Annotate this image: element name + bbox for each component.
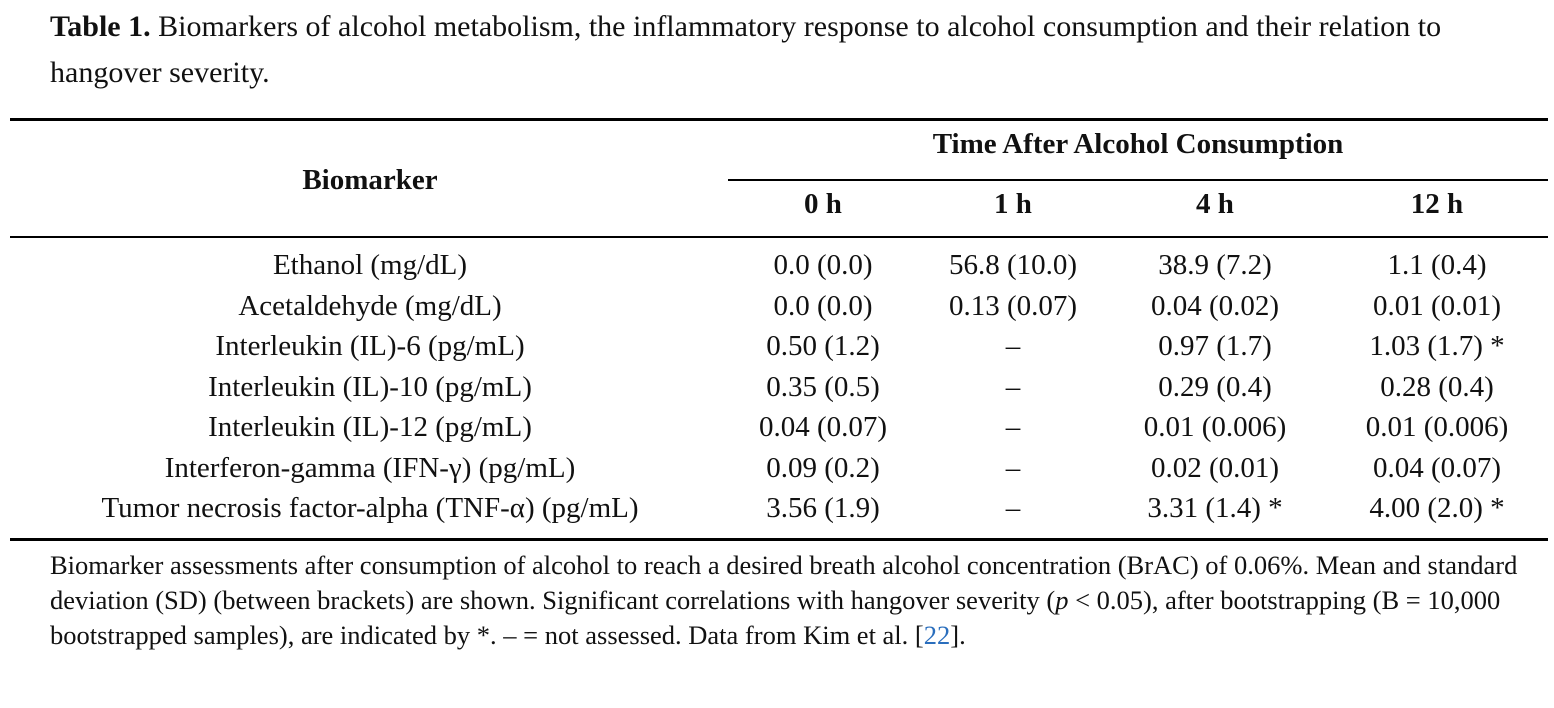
top-rule xyxy=(10,118,1548,121)
table-label: Table 1. xyxy=(50,10,151,43)
header-time-4h: 4 h xyxy=(1196,188,1234,220)
bottom-rule xyxy=(10,538,1548,541)
biomarker-cell: Interleukin (IL)-6 (pg/mL) xyxy=(215,330,525,362)
biomarker-cell: Interleukin (IL)-12 (pg/mL) xyxy=(208,411,532,443)
value-cell-4h: 38.9 (7.2) xyxy=(1158,249,1272,281)
table-caption: Table 1. Biomarkers of alcohol metabolis… xyxy=(50,4,1520,96)
value-cell-12h: 0.01 (0.006) xyxy=(1365,411,1509,443)
biomarker-cell: Interleukin (IL)-10 (pg/mL) xyxy=(208,370,532,403)
value-cell-4h: 0.29 (0.4) xyxy=(1158,370,1272,403)
value-cell-0h: 0.0 (0.0) xyxy=(773,289,873,322)
value-cell-12h: 0.01 (0.01) xyxy=(1372,289,1502,322)
value-cell-4h: 0.97 (1.7) xyxy=(1158,330,1272,362)
header-time-span: Time After Alcohol Consumption xyxy=(932,128,1344,160)
citation-link[interactable]: 22 xyxy=(923,620,951,650)
value-cell-1h: 0.13 (0.07) xyxy=(948,289,1078,322)
caption-text: Biomarkers of alcohol metabolism, the in… xyxy=(50,10,1442,89)
table-row: Interleukin (IL)-10 (pg/mL) 0.35 (0.5) –… xyxy=(0,367,1554,408)
header-rule xyxy=(10,236,1548,238)
value-cell-0h: 0.50 (1.2) xyxy=(766,330,880,362)
table-row: Tumor necrosis factor-alpha (TNF-α) (pg/… xyxy=(0,488,1554,529)
biomarker-cell: Ethanol (mg/dL) xyxy=(272,249,468,281)
table-row: Interleukin (IL)-6 (pg/mL) 0.50 (1.2) – … xyxy=(0,326,1554,367)
value-cell-0h: 0.0 (0.0) xyxy=(773,249,873,281)
value-cell-0h: 0.09 (0.2) xyxy=(766,451,880,484)
footnote-text-cont: < 0.05), after bootstrapping (B = 10,000… xyxy=(50,585,1501,650)
header-biomarker: Biomarker xyxy=(302,164,438,196)
value-cell-1h: – xyxy=(1005,370,1021,403)
table-footnote: Biomarker assessments after consumption … xyxy=(50,548,1520,653)
value-cell-0h: 3.56 (1.9) xyxy=(766,492,880,524)
p-value-symbol: p xyxy=(1055,585,1069,615)
biomarker-cell: Interferon-gamma (IFN-γ) (pg/mL) xyxy=(164,451,576,484)
table-row: Ethanol (mg/dL) 0.0 (0.0) 56.8 (10.0) 38… xyxy=(0,245,1554,286)
header-time-1h: 1 h xyxy=(994,188,1032,220)
span-rule xyxy=(728,179,1548,181)
value-cell-12h: 4.00 (2.0) * xyxy=(1369,492,1505,524)
value-cell-1h: – xyxy=(1005,330,1021,362)
table-row: Acetaldehyde (mg/dL) 0.0 (0.0) 0.13 (0.0… xyxy=(0,286,1554,327)
value-cell-1h: – xyxy=(1005,451,1021,484)
value-cell-12h: 1.03 (1.7) * xyxy=(1369,330,1505,362)
value-cell-4h: 0.02 (0.01) xyxy=(1150,451,1280,484)
footnote-text-end: ]. xyxy=(950,620,966,650)
value-cell-1h: – xyxy=(1005,492,1021,524)
biomarker-cell: Acetaldehyde (mg/dL) xyxy=(238,289,502,322)
value-cell-4h: 0.04 (0.02) xyxy=(1150,289,1280,322)
value-cell-1h: – xyxy=(1005,411,1021,443)
value-cell-12h: 0.04 (0.07) xyxy=(1372,451,1502,484)
value-cell-12h: 0.28 (0.4) xyxy=(1380,370,1494,403)
value-cell-0h: 0.04 (0.07) xyxy=(758,411,888,443)
value-cell-4h: 3.31 (1.4) * xyxy=(1147,492,1283,524)
footnote-text: Biomarker assessments after consumption … xyxy=(50,550,1518,615)
header-time-0h: 0 h xyxy=(804,188,842,220)
header-time-12h: 12 h xyxy=(1410,188,1464,220)
value-cell-4h: 0.01 (0.006) xyxy=(1143,411,1287,443)
biomarker-cell: Tumor necrosis factor-alpha (TNF-α) (pg/… xyxy=(101,492,639,524)
value-cell-0h: 0.35 (0.5) xyxy=(766,370,880,403)
table-row: Interferon-gamma (IFN-γ) (pg/mL) 0.09 (0… xyxy=(0,448,1554,489)
value-cell-1h: 56.8 (10.0) xyxy=(948,249,1078,281)
value-cell-12h: 1.1 (0.4) xyxy=(1387,249,1487,281)
table-row: Interleukin (IL)-12 (pg/mL) 0.04 (0.07) … xyxy=(0,407,1554,448)
